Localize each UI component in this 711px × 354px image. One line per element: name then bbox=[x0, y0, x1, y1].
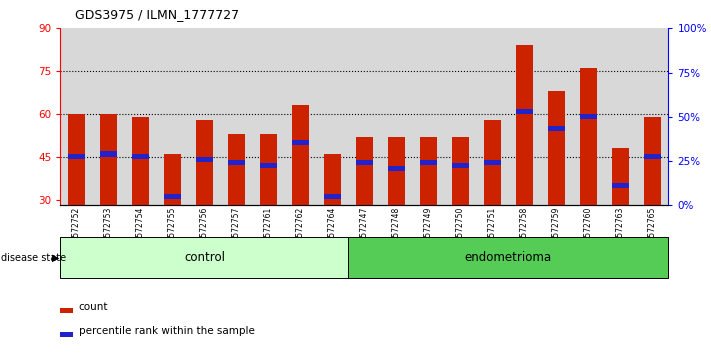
Bar bbox=[483, 120, 501, 205]
Bar bbox=[508, 28, 540, 205]
Bar bbox=[324, 154, 341, 205]
Bar bbox=[196, 157, 213, 162]
Bar bbox=[579, 114, 597, 119]
Bar bbox=[156, 28, 188, 205]
Bar bbox=[515, 45, 533, 205]
Bar bbox=[60, 237, 348, 278]
Bar bbox=[572, 28, 604, 205]
Bar bbox=[419, 137, 437, 205]
Bar bbox=[419, 160, 437, 165]
Bar bbox=[292, 140, 309, 145]
Bar bbox=[515, 109, 533, 114]
Bar bbox=[348, 237, 668, 278]
Bar bbox=[356, 137, 373, 205]
Text: endometrioma: endometrioma bbox=[465, 251, 552, 264]
Bar bbox=[188, 28, 220, 205]
Text: percentile rank within the sample: percentile rank within the sample bbox=[79, 326, 255, 336]
Bar bbox=[164, 154, 181, 205]
Bar bbox=[260, 134, 277, 205]
Bar bbox=[68, 114, 85, 205]
Bar bbox=[611, 148, 629, 205]
Bar bbox=[196, 120, 213, 205]
Bar bbox=[92, 28, 124, 205]
Bar bbox=[60, 332, 73, 337]
Bar bbox=[228, 134, 245, 205]
Bar bbox=[60, 28, 92, 205]
Text: control: control bbox=[184, 251, 225, 264]
Bar bbox=[324, 194, 341, 199]
Bar bbox=[220, 28, 252, 205]
Bar bbox=[387, 137, 405, 205]
Bar bbox=[412, 28, 444, 205]
Bar bbox=[547, 91, 565, 205]
Bar bbox=[356, 160, 373, 165]
Bar bbox=[100, 114, 117, 205]
Bar bbox=[132, 154, 149, 159]
Bar bbox=[252, 28, 284, 205]
Text: GDS3975 / ILMN_1777727: GDS3975 / ILMN_1777727 bbox=[75, 8, 239, 21]
Bar bbox=[611, 183, 629, 188]
Text: ▶: ▶ bbox=[52, 252, 60, 263]
Bar bbox=[380, 28, 412, 205]
Bar bbox=[100, 152, 117, 156]
Bar bbox=[132, 117, 149, 205]
Bar bbox=[636, 28, 668, 205]
Text: count: count bbox=[79, 302, 108, 312]
Text: disease state: disease state bbox=[1, 252, 67, 263]
Bar bbox=[284, 28, 316, 205]
Bar bbox=[68, 154, 85, 159]
Bar bbox=[60, 308, 73, 313]
Bar bbox=[476, 28, 508, 205]
Bar bbox=[260, 163, 277, 168]
Bar bbox=[164, 194, 181, 199]
Bar bbox=[444, 28, 476, 205]
Bar bbox=[228, 160, 245, 165]
Bar bbox=[451, 163, 469, 168]
Bar bbox=[579, 68, 597, 205]
Bar bbox=[483, 160, 501, 165]
Bar bbox=[547, 126, 565, 131]
Bar bbox=[316, 28, 348, 205]
Bar bbox=[348, 28, 380, 205]
Bar bbox=[387, 166, 405, 171]
Bar bbox=[643, 154, 661, 159]
Bar bbox=[540, 28, 572, 205]
Bar bbox=[451, 137, 469, 205]
Bar bbox=[643, 117, 661, 205]
Bar bbox=[124, 28, 156, 205]
Bar bbox=[292, 105, 309, 205]
Bar bbox=[604, 28, 636, 205]
